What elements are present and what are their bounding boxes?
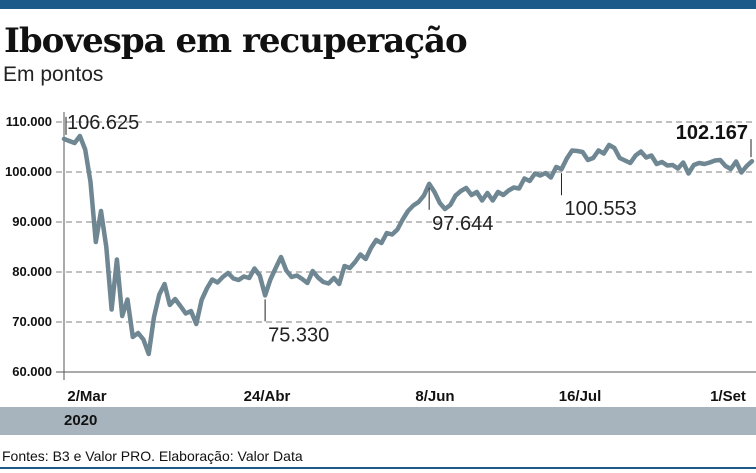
bottom-accent-line (0, 467, 756, 469)
annotation-label: 75.330 (268, 324, 329, 346)
annotation-label: 100.553 (564, 198, 636, 220)
chart-title: Ibovespa em recuperação (4, 21, 468, 61)
y-tick-label: 90.000 (12, 214, 52, 229)
x-tick-label: 2/Mar (67, 388, 106, 405)
annotation-label: 106.625 (67, 112, 139, 134)
y-tick-label: 70.000 (12, 314, 52, 329)
x-tick-label: 24/Abr (244, 388, 291, 405)
series-line (61, 133, 755, 357)
top-accent-bar (0, 0, 756, 9)
annotation-label: 102.167 (676, 122, 748, 144)
grid-lines (56, 112, 756, 380)
line-chart: 60.000 70.000 80.000 90.000 100.000 110.000 2… (5, 112, 756, 405)
source-note: Fontes: B3 e Valor PRO. Elaboração: Valo… (2, 448, 303, 464)
annotations: 106.625 75.330 97.644 100.553 102.167 (65, 112, 752, 346)
annotation-label: 97.644 (432, 213, 493, 235)
y-tick-label: 100.000 (5, 164, 52, 179)
y-tick-label: 110.000 (6, 114, 52, 129)
year-label: 2020 (64, 412, 98, 429)
x-tick-label: 1/Set (710, 388, 746, 405)
y-axis-ticks: 60.000 70.000 80.000 90.000 100.000 110.000 (5, 114, 52, 379)
x-tick-label: 8/Jun (415, 388, 454, 405)
y-tick-label: 80.000 (12, 264, 52, 279)
series-layer (61, 133, 755, 357)
x-axis-ticks: 2/Mar 24/Abr 8/Jun 16/Jul 1/Set (67, 388, 746, 405)
y-tick-label: 60.000 (12, 364, 52, 379)
x-tick-label: 16/Jul (559, 388, 602, 405)
year-band (0, 407, 756, 435)
chart-subtitle: Em pontos (3, 63, 104, 86)
